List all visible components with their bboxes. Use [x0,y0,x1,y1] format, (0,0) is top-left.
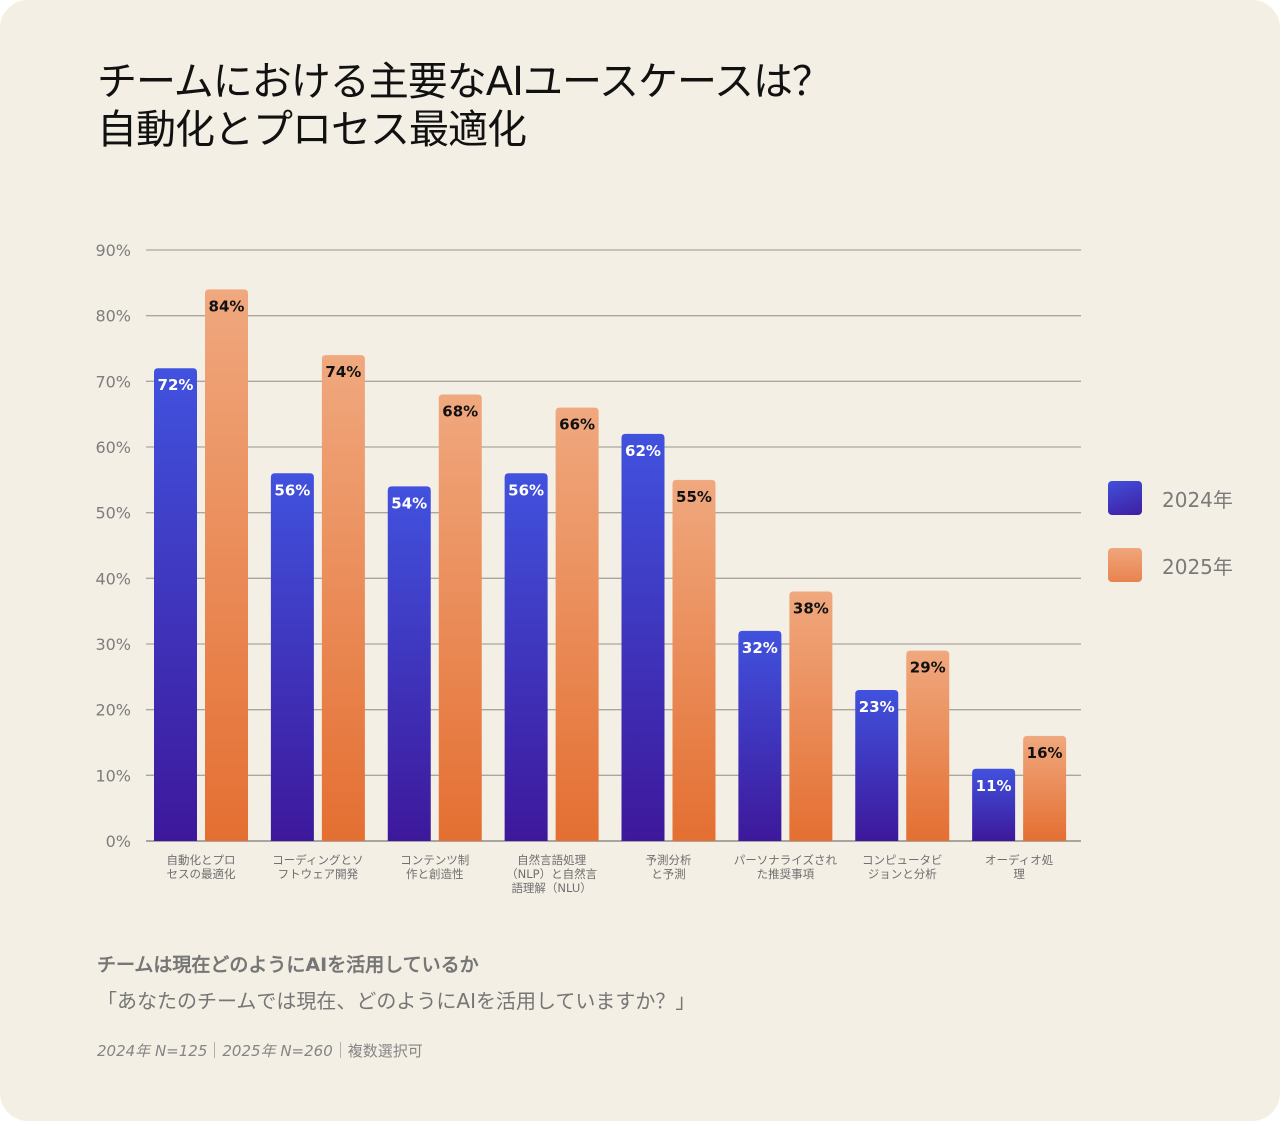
bar-value-label: 66% [559,416,595,434]
bar-2025 [1023,735,1067,841]
bar-2024 [387,486,431,841]
bar-value-label: 32% [742,639,778,657]
x-category-label: と予測 [651,867,686,881]
x-category-label: （NLP）と自然言 [506,867,597,881]
bar-2025 [789,591,833,841]
x-category-label: た推奨事項 [757,867,815,881]
legend-swatch-2025 [1108,548,1142,582]
bar-value-label: 56% [508,481,544,499]
legend: 2024年 2025年 [1108,480,1233,614]
bar-2024 [855,689,899,841]
y-tick-label: 80% [95,307,131,326]
y-tick-label: 60% [95,438,131,457]
x-category-label: 自然言語処理 [517,853,586,867]
x-category-label: セスの最適化 [167,867,236,881]
legend-label-2025: 2025年 [1162,554,1233,579]
bar-2025 [321,355,365,841]
bar-2024 [504,473,548,841]
x-category-label: コンテンツ制 [400,853,469,867]
y-tick-label: 20% [95,701,131,720]
y-tick-label: 50% [95,504,131,523]
y-tick-label: 70% [95,372,131,391]
y-tick-label: 0% [106,832,131,851]
survey-question: 「あなたのチームでは現在、どのようにAIを活用していますか？」 [97,989,696,1013]
x-category-label: フトウェア開発 [278,867,359,881]
legend-item-2024[interactable]: 2024年 [1108,480,1233,516]
bar-2025 [672,479,716,841]
bar-2024 [621,433,665,841]
divider [214,1042,216,1058]
chart-title-line-2: 自動化とプロセス最適化 [97,107,527,153]
bar-value-label: 54% [391,494,427,512]
bar-value-label: 29% [910,659,946,677]
bar-value-label: 11% [976,777,1012,795]
survey-subtitle: チームは現在どのようにAIを活用しているか [97,954,479,976]
chart-title-line-1: チームにおける主要なAIユースケースは？ [97,59,832,105]
x-category-label: コーディングとソ [272,853,363,867]
x-category-label: オーディオ処 [985,853,1054,867]
sample-size-2025: 2025年 N=260 [222,1042,333,1060]
bar-value-label: 84% [209,297,245,315]
bar-value-label: 68% [442,402,478,420]
legend-label-2024: 2024年 [1162,487,1233,512]
bars [154,289,1067,841]
x-category-label: 理 [1013,867,1025,881]
sample-size-2024: 2024年 N=125 [97,1042,208,1060]
bar-value-label: 56% [274,481,310,499]
y-tick-label: 40% [95,569,131,588]
bar-value-label: 62% [625,442,661,460]
bar-2025 [906,650,950,841]
chart-title: チームにおける主要なAIユースケースは？ 自動化とプロセス最適化 [97,58,832,154]
legend-swatch-2024 [1108,481,1142,515]
bar-value-labels: 72% 84% 56% 74% 54% 68% 56% 66% 62% 55% 32% 38% 23% 2… [158,297,1063,794]
y-axis-ticks: 0% 10% 20% 30% 40% 50% 60% 70% 80% 90% [95,241,131,851]
bar-2025 [438,394,482,841]
bar-2024 [738,630,782,841]
x-category-label: 作と創造性 [406,867,464,881]
x-category-label: 語理解（NLU） [511,881,591,895]
x-category-label: ジョンと分析 [868,867,937,881]
x-category-label: 予測分析 [646,853,692,867]
bar-value-label: 38% [793,599,829,617]
bar-value-label: 55% [676,488,712,506]
y-tick-label: 10% [95,766,131,785]
divider [339,1042,341,1058]
bar-value-label: 72% [158,376,194,394]
x-category-label: コンピュータビ [862,853,943,867]
multiple-choice-note: 複数選択可 [347,1042,423,1060]
legend-item-2025[interactable]: 2025年 [1108,547,1233,583]
bar-2025 [205,289,248,841]
bar-2024 [154,368,197,841]
bar-2025 [555,407,599,841]
y-tick-label: 90% [95,241,131,260]
bar-2024 [270,473,314,841]
bar-value-label: 16% [1027,744,1063,762]
x-category-label: パーソナライズされ [734,853,838,867]
sample-size-footnote: 2024年 N=125 2025年 N=260 複数選択可 [97,1040,423,1061]
bar-value-label: 23% [859,698,895,716]
x-category-label: 自動化とプロ [167,853,236,867]
y-tick-label: 30% [95,635,131,654]
bar-value-label: 74% [325,363,361,381]
bar-2024 [972,768,1016,841]
